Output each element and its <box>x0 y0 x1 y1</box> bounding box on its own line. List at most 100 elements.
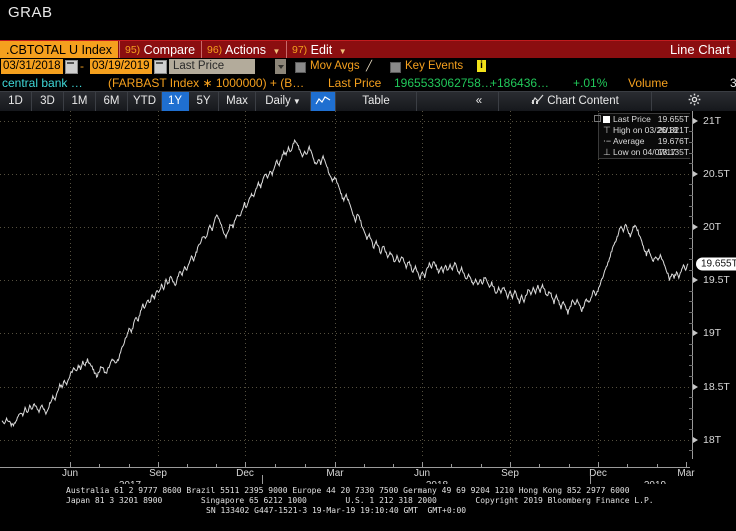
formula-text: (FARBAST Index ∗ 1000000) + (B… <box>108 76 305 90</box>
y-axis-minor-tick <box>689 195 693 197</box>
mov-avgs-checkbox[interactable] <box>295 62 306 73</box>
x-axis-minor-tick <box>656 464 658 467</box>
x-axis-year-separator <box>262 475 263 490</box>
low-marker-icon: ⊥ <box>603 147 611 157</box>
x-axis-minor-tick <box>99 464 101 467</box>
y-axis-tick <box>693 170 698 177</box>
y-axis-minor-tick <box>689 407 693 409</box>
frequency-select[interactable]: Daily ▼ <box>256 92 311 111</box>
security-description-row: central bank … (FARBAST Index ∗ 1000000)… <box>0 75 736 91</box>
y-axis-minor-tick <box>689 375 693 377</box>
date-from-field[interactable]: 03/31/2018 <box>1 59 63 74</box>
change-absolute: +186436… <box>490 76 550 90</box>
date-range-dash: - <box>80 59 84 73</box>
period-1y[interactable]: 1Y <box>162 92 189 111</box>
chart-content-button[interactable]: Chart Content <box>499 92 652 111</box>
compare-number: 95) <box>125 44 141 56</box>
period-3d[interactable]: 3D <box>32 92 64 111</box>
info-icon[interactable]: i <box>477 60 486 72</box>
x-axis-minor-tick <box>393 464 394 467</box>
chart-plot-area[interactable] <box>0 111 690 459</box>
x-axis-minor-tick <box>451 464 453 467</box>
y-axis-minor-tick <box>689 365 693 367</box>
x-axis-year-separator <box>590 475 591 490</box>
period-6m[interactable]: 6M <box>96 92 128 111</box>
x-axis-label: Jun <box>61 468 79 479</box>
average-marker-icon: ⋅− <box>603 136 612 146</box>
period-1m[interactable]: 1M <box>64 92 96 111</box>
x-axis-tick <box>335 462 336 467</box>
compare-button[interactable]: 95) Compare <box>119 41 200 59</box>
legend-value: 18.135T <box>657 147 689 157</box>
edit-button[interactable]: 97) Edit ▼ <box>286 41 352 59</box>
legend-value: 19.655T <box>657 114 689 124</box>
price-line-series <box>1 138 689 428</box>
footer-line-2: Japan 81 3 3201 8900 Singapore 65 6212 1… <box>66 496 654 505</box>
period-5y[interactable]: 5Y <box>189 92 219 111</box>
date-to-field[interactable]: 03/19/2019 <box>90 59 152 74</box>
y-axis-label: 20T <box>703 221 722 233</box>
x-axis-tick <box>598 462 599 467</box>
legend-label: High on 03/26/18 <box>613 125 678 135</box>
y-axis-minor-tick <box>689 301 693 303</box>
x-axis-minor-tick <box>305 464 306 467</box>
high-marker-icon: ⊤ <box>603 125 611 135</box>
x-axis[interactable]: JunSepDecMarJunSepDecMar201720182019 <box>0 459 695 491</box>
security-name: central bank … <box>2 76 83 90</box>
volume-value: 3 <box>730 76 736 90</box>
x-axis-minor-tick <box>216 464 217 467</box>
actions-number: 96) <box>207 44 223 56</box>
compare-label: Compare <box>143 43 196 57</box>
collapse-panel-icon[interactable]: « <box>460 92 499 111</box>
table-button[interactable]: Table <box>336 92 417 111</box>
period-ytd[interactable]: YTD <box>128 92 162 111</box>
function-bar: .CBTOTAL U Index 95) Compare 96) Actions… <box>0 40 736 59</box>
y-axis-minor-tick <box>689 354 693 356</box>
current-price-marker: 19.655T <box>696 257 736 271</box>
frequency-label: Daily <box>265 95 291 107</box>
legend-row-average: ⋅− Average 19.676T <box>599 136 691 147</box>
period-1d[interactable]: 1D <box>0 92 32 111</box>
actions-label: Actions <box>224 43 266 57</box>
period-max[interactable]: Max <box>219 92 256 111</box>
legend-drag-handle[interactable] <box>594 115 601 122</box>
options-row: 03/31/2018 - 03/19/2019 Last Price Mov A… <box>0 58 736 75</box>
chevron-down-icon[interactable] <box>275 59 286 74</box>
y-axis-label: 18.5T <box>703 380 730 393</box>
key-events-label: Key Events <box>405 60 464 72</box>
y-axis-minor-tick <box>689 258 693 260</box>
calendar-icon[interactable] <box>154 60 167 74</box>
chart-content-label: Chart Content <box>547 95 619 107</box>
grab-banner: GRAB <box>0 0 736 40</box>
line-chart-icon[interactable] <box>311 92 336 111</box>
x-axis-minor-tick <box>539 464 541 467</box>
chart-legend[interactable]: Last Price 19.655T ⊤ High on 03/26/18 20… <box>594 113 692 159</box>
y-axis-minor-tick <box>689 184 693 186</box>
y-axis-label: 18T <box>703 433 722 446</box>
price-type-select[interactable]: Last Price <box>169 59 255 74</box>
gear-icon[interactable] <box>652 92 736 111</box>
x-axis-minor-tick <box>364 464 365 467</box>
ticker-field[interactable]: .CBTOTAL U Index <box>0 41 119 59</box>
footer-line-1: Australia 61 2 9777 8600 Brazil 5511 239… <box>66 486 630 495</box>
y-axis-minor-tick <box>689 131 693 133</box>
actions-button[interactable]: 96) Actions ▼ <box>201 41 285 59</box>
calendar-icon[interactable] <box>65 60 78 74</box>
change-percent: +.01% <box>573 76 608 90</box>
x-axis-tick <box>686 462 687 467</box>
x-axis-spine <box>0 467 690 468</box>
y-axis-minor-tick <box>689 322 693 324</box>
y-axis-minor-tick <box>689 205 693 207</box>
period-toolbar: 1D 3D 1M 6M YTD 1Y 5Y Max Daily ▼ Table «… <box>0 91 736 112</box>
y-axis[interactable]: 18T 18.5T 19T 19.5T 20T 20.5T 21T 19.655T <box>689 111 736 459</box>
chart-gridlines <box>0 111 690 459</box>
x-axis-label: Mar <box>677 468 695 479</box>
x-axis-label: Dec <box>589 468 607 479</box>
key-events-checkbox[interactable] <box>390 62 401 73</box>
y-axis-minor-tick <box>689 248 693 250</box>
x-axis-label: Dec <box>236 468 254 479</box>
pencil-icon[interactable]: ╱ <box>366 61 373 72</box>
x-axis-minor-tick <box>275 464 276 467</box>
y-axis-minor-tick <box>689 429 693 431</box>
